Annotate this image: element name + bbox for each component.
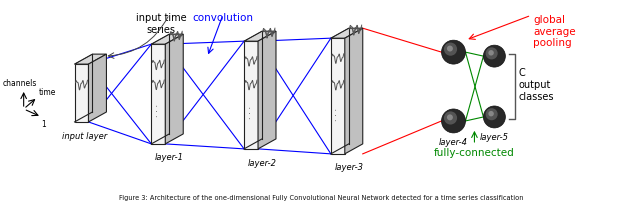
Text: Figure 3: Architecture of the one-dimensional Fully Convolutional Neural Network: Figure 3: Architecture of the one-dimens… — [118, 194, 523, 200]
Text: input time
series: input time series — [136, 13, 187, 35]
Circle shape — [488, 111, 494, 117]
Circle shape — [447, 46, 453, 52]
Polygon shape — [151, 35, 183, 45]
Circle shape — [488, 51, 494, 56]
Text: C
output
classes: C output classes — [518, 68, 554, 101]
Polygon shape — [74, 65, 88, 122]
Text: layer-5: layer-5 — [480, 132, 509, 141]
Polygon shape — [345, 29, 363, 154]
Text: fully-connected: fully-connected — [434, 147, 515, 157]
Text: time: time — [38, 88, 56, 96]
Text: layer-2: layer-2 — [248, 158, 276, 167]
Text: · · ·: · · · — [490, 80, 499, 95]
Polygon shape — [151, 45, 165, 144]
Circle shape — [444, 112, 457, 125]
Text: 1: 1 — [41, 119, 46, 128]
Polygon shape — [331, 39, 345, 154]
Text: input layer: input layer — [62, 131, 107, 140]
Text: · · ·: · · · — [449, 80, 458, 95]
Polygon shape — [258, 32, 276, 149]
Circle shape — [483, 46, 506, 68]
Polygon shape — [88, 55, 106, 122]
Text: convolution: convolution — [193, 13, 253, 23]
Text: · · ·: · · · — [154, 103, 163, 116]
Text: · · ·: · · · — [246, 105, 255, 118]
Polygon shape — [74, 55, 106, 65]
Polygon shape — [331, 29, 363, 39]
Text: layer-1: layer-1 — [155, 152, 184, 161]
Text: · · ·: · · · — [333, 107, 342, 120]
Circle shape — [447, 115, 453, 121]
Text: global
average
pooling: global average pooling — [533, 15, 576, 48]
Text: channels: channels — [3, 79, 37, 88]
Polygon shape — [165, 35, 183, 144]
Circle shape — [486, 109, 498, 121]
Circle shape — [483, 106, 506, 128]
Polygon shape — [244, 42, 258, 149]
Text: layer-4: layer-4 — [439, 137, 468, 146]
Polygon shape — [244, 32, 276, 42]
Text: layer-3: layer-3 — [334, 162, 364, 171]
Circle shape — [444, 43, 457, 57]
Circle shape — [486, 48, 498, 60]
Circle shape — [442, 41, 465, 65]
Circle shape — [442, 109, 465, 133]
